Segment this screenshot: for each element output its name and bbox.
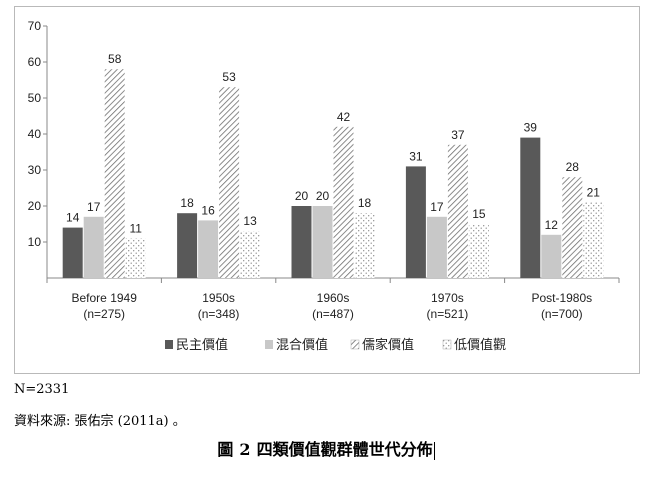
sample-size-note: N=2331	[14, 382, 70, 397]
text-cursor	[433, 441, 435, 460]
x-tick-label: (n=521)	[427, 307, 469, 321]
caption-text: 四類價值觀群體世代分佈	[256, 440, 433, 459]
caption-prefix: 圖	[217, 440, 234, 459]
bar-chart: 10 20 30 40 50 60 70 14 17 58 11 Before 1949 (n=275)…	[28, 19, 620, 353]
bar	[333, 126, 354, 278]
x-tick-label: Post-1980s	[531, 291, 592, 305]
bar	[83, 216, 104, 278]
bar	[426, 216, 447, 278]
bar	[520, 137, 541, 278]
x-tick-label: (n=275)	[83, 307, 125, 321]
data-label: 18	[358, 196, 372, 210]
y-tick-label: 40	[28, 127, 42, 141]
y-tick-label: 10	[28, 235, 42, 249]
data-label: 15	[472, 207, 486, 221]
bar	[62, 227, 83, 278]
legend-swatch	[442, 339, 452, 350]
y-tick-label: 50	[28, 91, 42, 105]
data-label: 58	[108, 52, 122, 66]
x-tick-label: (n=348)	[198, 307, 240, 321]
bar	[468, 224, 489, 278]
legend-label: 混合價值	[276, 337, 328, 353]
data-label: 28	[566, 160, 580, 174]
x-tick-label: (n=700)	[541, 307, 583, 321]
data-label: 17	[87, 200, 101, 214]
y-tick-label: 30	[28, 163, 42, 177]
bar	[219, 87, 240, 278]
bar	[240, 231, 261, 278]
data-label: 12	[545, 218, 559, 232]
source-note: 資料來源: 張佑宗 (2011a) 。	[14, 414, 186, 429]
legend-swatch	[350, 339, 360, 350]
data-label: 16	[201, 203, 215, 217]
figure-caption: 圖 2 四類價值觀群體世代分佈	[0, 436, 652, 460]
legend-label: 低價值觀	[454, 337, 506, 353]
bar	[583, 202, 604, 278]
bar	[312, 206, 333, 278]
data-label: 13	[243, 214, 257, 228]
data-label: 18	[180, 196, 194, 210]
y-tick-label: 20	[28, 199, 42, 213]
x-tick-label: (n=487)	[312, 307, 354, 321]
y-tick-label: 70	[28, 19, 42, 33]
data-label: 31	[409, 149, 423, 163]
caption-number: 2	[239, 440, 251, 459]
data-label: 53	[222, 70, 236, 84]
bar	[177, 213, 198, 278]
legend-swatch	[165, 340, 173, 349]
data-label: 11	[129, 221, 142, 235]
data-label: 17	[430, 200, 444, 214]
legend-label: 儒家價值	[362, 337, 414, 353]
bar	[405, 166, 426, 278]
bar	[562, 177, 583, 278]
chart-frame: 10 20 30 40 50 60 70 14 17 58 11 Before 1949 (n=275)…	[14, 6, 640, 374]
x-tick-label: 1950s	[202, 291, 235, 305]
bar	[354, 213, 375, 278]
y-tick-label: 60	[28, 55, 42, 69]
data-label: 39	[524, 121, 538, 135]
x-tick-label: 1970s	[431, 291, 464, 305]
data-label: 20	[295, 189, 309, 203]
data-label: 14	[66, 211, 80, 225]
bar	[104, 69, 125, 278]
bar	[198, 220, 219, 278]
legend-swatch	[265, 340, 273, 349]
legend-label: 民主價值	[176, 337, 228, 353]
data-label: 37	[451, 128, 465, 142]
data-label: 20	[316, 189, 330, 203]
data-label: 21	[587, 185, 601, 199]
x-tick-label: Before 1949	[72, 291, 138, 305]
x-tick-label: 1960s	[317, 291, 350, 305]
bar	[291, 206, 312, 278]
bar	[541, 234, 562, 278]
bar	[125, 238, 146, 278]
data-label: 42	[337, 110, 351, 124]
bar	[447, 144, 468, 278]
